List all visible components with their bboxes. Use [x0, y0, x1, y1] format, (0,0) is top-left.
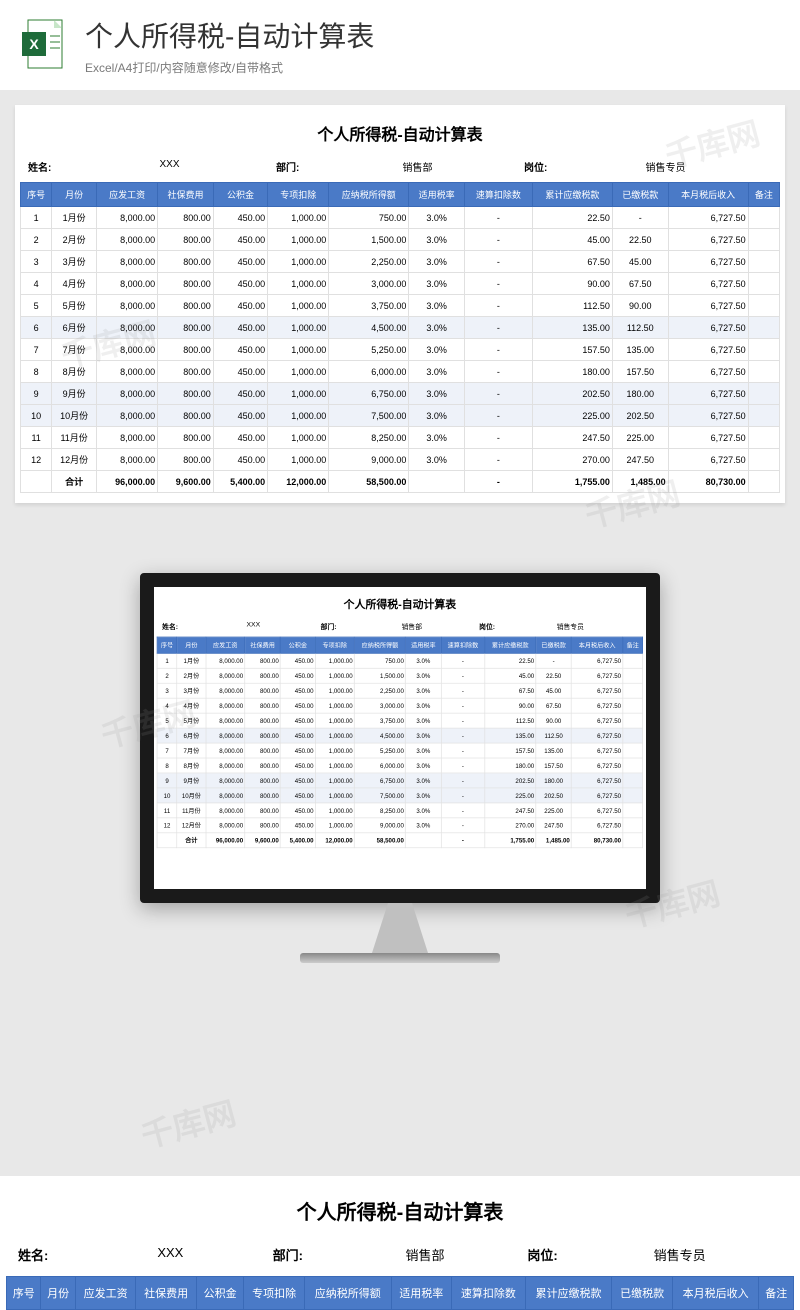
table-row: 11月份8,000.00800.00450.001,000.00750.003.… — [157, 653, 643, 668]
table-body: 11月份8,000.00800.00450.001,000.00750.003.… — [21, 207, 780, 493]
column-header: 应发工资 — [206, 637, 245, 653]
table-row: 66月份8,000.00800.00450.001,000.004,500.00… — [157, 728, 643, 743]
excel-icon: X — [20, 18, 70, 73]
header-bar: X 个人所得税-自动计算表 Excel/A4打印/内容随意修改/自带格式 — [0, 0, 800, 90]
svg-text:X: X — [29, 36, 39, 52]
column-header: 专项扣除 — [244, 1277, 305, 1310]
column-header: 应纳税所得额 — [304, 1277, 391, 1310]
tax-table-monitor: 序号月份应发工资社保费用公积金专项扣除应纳税所得额适用税率速算扣除数累计应缴税款… — [157, 637, 643, 848]
column-header: 应纳税所得额 — [354, 637, 405, 653]
column-header: 备注 — [748, 183, 779, 207]
table-row: 33月份8,000.00800.00450.001,000.002,250.00… — [21, 251, 780, 273]
column-header: 应发工资 — [75, 1277, 136, 1310]
monitor-stand — [360, 903, 440, 953]
table-row: 1010月份8,000.00800.00450.001,000.007,500.… — [157, 788, 643, 803]
column-header: 累计应缴税款 — [525, 1277, 612, 1310]
spreadsheet-preview-monitor: 个人所得税-自动计算表 姓名:XXX 部门:销售部 岗位:销售专员 序号月份应发… — [154, 587, 646, 852]
spreadsheet-bottom: 个人所得税-自动计算表 姓名:XXX 部门:销售部 岗位:销售专员 序号月份应发… — [0, 1176, 800, 1310]
table-row: 77月份8,000.00800.00450.001,000.005,250.00… — [21, 339, 780, 361]
table-row: 22月份8,000.00800.00450.001,000.001,500.00… — [157, 668, 643, 683]
spreadsheet-preview: 个人所得税-自动计算表 姓名:XXX 部门:销售部 岗位:销售专员 序号月份应发… — [15, 105, 785, 503]
header-text: 个人所得税-自动计算表 Excel/A4打印/内容随意修改/自带格式 — [85, 15, 780, 76]
table-header-row: 序号月份应发工资社保费用公积金专项扣除应纳税所得额适用税率速算扣除数累计应缴税款… — [7, 1277, 794, 1310]
table-row: 33月份8,000.00800.00450.001,000.002,250.00… — [157, 683, 643, 698]
column-header: 备注 — [759, 1277, 794, 1310]
column-header: 备注 — [623, 637, 643, 653]
table-row: 1111月份8,000.00800.00450.001,000.008,250.… — [157, 803, 643, 818]
total-row: 合计96,000.009,600.005,400.0012,000.0058,5… — [157, 833, 643, 848]
column-header: 社保费用 — [245, 637, 281, 653]
table-row: 1212月份8,000.00800.00450.001,000.009,000.… — [157, 818, 643, 833]
column-header: 本月税后收入 — [668, 183, 748, 207]
dept-label: 部门: — [276, 159, 311, 174]
column-header: 月份 — [52, 183, 97, 207]
page-subtitle: Excel/A4打印/内容随意修改/自带格式 — [85, 59, 780, 76]
table-row: 1111月份8,000.00800.00450.001,000.008,250.… — [21, 427, 780, 449]
column-header: 本月税后收入 — [571, 637, 622, 653]
column-header: 累计应缴税款 — [485, 637, 536, 653]
table-row: 88月份8,000.00800.00450.001,000.006,000.00… — [157, 758, 643, 773]
table-header-row: 序号月份应发工资社保费用公积金专项扣除应纳税所得额适用税率速算扣除数累计应缴税款… — [21, 183, 780, 207]
monitor-frame: 个人所得税-自动计算表 姓名:XXX 部门:销售部 岗位:销售专员 序号月份应发… — [140, 573, 660, 903]
info-row: 姓名:XXX 部门:销售部 岗位:销售专员 — [20, 155, 780, 182]
tax-table: 序号月份应发工资社保费用公积金专项扣除应纳税所得额适用税率速算扣除数累计应缴税款… — [20, 182, 780, 493]
post-value: 销售专员 — [559, 159, 772, 174]
sheet-title: 个人所得税-自动计算表 — [6, 1186, 794, 1239]
column-header: 速算扣除数 — [452, 1277, 526, 1310]
column-header: 月份 — [41, 1277, 75, 1310]
column-header: 社保费用 — [136, 1277, 197, 1310]
column-header: 速算扣除数 — [441, 637, 484, 653]
table-row: 44月份8,000.00800.00450.001,000.003,000.00… — [21, 273, 780, 295]
dept-value: 销售部 — [311, 159, 524, 174]
table-row: 99月份8,000.00800.00450.001,000.006,750.00… — [157, 773, 643, 788]
column-header: 适用税率 — [391, 1277, 452, 1310]
column-header: 专项扣除 — [268, 183, 329, 207]
post-label: 岗位: — [524, 159, 559, 174]
column-header: 适用税率 — [409, 183, 465, 207]
name-label: 姓名: — [28, 159, 63, 174]
table-row: 44月份8,000.00800.00450.001,000.003,000.00… — [157, 698, 643, 713]
column-header: 社保费用 — [158, 183, 214, 207]
page-title: 个人所得税-自动计算表 — [85, 15, 780, 55]
column-header: 序号 — [157, 637, 177, 653]
table-row: 77月份8,000.00800.00450.001,000.005,250.00… — [157, 743, 643, 758]
column-header: 序号 — [21, 183, 52, 207]
table-row: 1212月份8,000.00800.00450.001,000.009,000.… — [21, 449, 780, 471]
column-header: 已缴税款 — [612, 183, 668, 207]
column-header: 累计应缴税款 — [532, 183, 612, 207]
table-body: 11月份8,000.00800.00450.001,000.00750.003.… — [157, 653, 643, 847]
column-header: 已缴税款 — [536, 637, 572, 653]
column-header: 公积金 — [213, 183, 267, 207]
table-row: 55月份8,000.00800.00450.001,000.003,750.00… — [157, 713, 643, 728]
column-header: 公积金 — [280, 637, 315, 653]
info-row: 姓名:XXX 部门:销售部 岗位:销售专员 — [6, 1239, 794, 1276]
table-row: 55月份8,000.00800.00450.001,000.003,750.00… — [21, 295, 780, 317]
column-header: 序号 — [7, 1277, 41, 1310]
table-row: 88月份8,000.00800.00450.001,000.006,000.00… — [21, 361, 780, 383]
table-row: 99月份8,000.00800.00450.001,000.006,750.00… — [21, 383, 780, 405]
column-header: 专项扣除 — [315, 637, 354, 653]
table-header-row: 序号月份应发工资社保费用公积金专项扣除应纳税所得额适用税率速算扣除数累计应缴税款… — [157, 637, 643, 653]
info-row: 姓名:XXX 部门:销售部 岗位:销售专员 — [157, 618, 643, 636]
column-header: 本月税后收入 — [672, 1277, 759, 1310]
table-row: 11月份8,000.00800.00450.001,000.00750.003.… — [21, 207, 780, 229]
monitor-mockup: 个人所得税-自动计算表 姓名:XXX 部门:销售部 岗位:销售专员 序号月份应发… — [140, 573, 660, 963]
table-row: 66月份8,000.00800.00450.001,000.004,500.00… — [21, 317, 780, 339]
column-header: 公积金 — [196, 1277, 243, 1310]
tax-table-bottom: 序号月份应发工资社保费用公积金专项扣除应纳税所得额适用税率速算扣除数累计应缴税款… — [6, 1276, 794, 1310]
column-header: 应发工资 — [97, 183, 158, 207]
table-row: 1010月份8,000.00800.00450.001,000.007,500.… — [21, 405, 780, 427]
column-header: 月份 — [177, 637, 206, 653]
sheet-title: 个人所得税-自动计算表 — [157, 591, 643, 618]
sheet-title: 个人所得税-自动计算表 — [20, 115, 780, 155]
column-header: 应纳税所得额 — [329, 183, 409, 207]
column-header: 速算扣除数 — [465, 183, 533, 207]
watermark: 千库网 — [136, 1088, 241, 1157]
column-header: 已缴税款 — [612, 1277, 673, 1310]
total-row: 合计96,000.009,600.005,400.0012,000.0058,5… — [21, 471, 780, 493]
name-value: XXX — [63, 159, 276, 174]
monitor-base — [300, 953, 500, 963]
column-header: 适用税率 — [406, 637, 442, 653]
table-row: 22月份8,000.00800.00450.001,000.001,500.00… — [21, 229, 780, 251]
